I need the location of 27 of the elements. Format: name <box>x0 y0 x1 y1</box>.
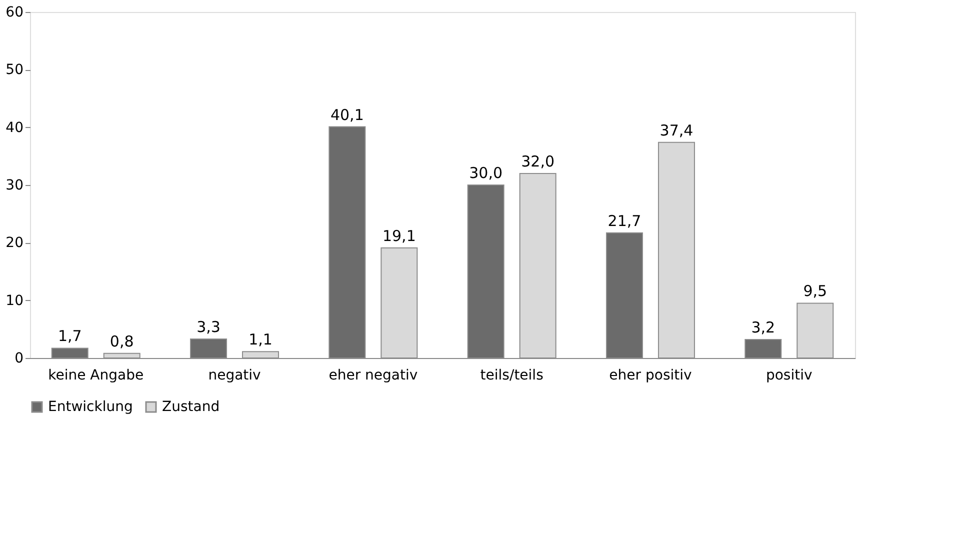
data-label: 40,1 <box>330 106 364 124</box>
x-tick-label: eher negativ <box>328 368 418 384</box>
data-label: 3,3 <box>196 318 220 336</box>
x-tick-label: negativ <box>208 368 261 384</box>
data-label: 32,0 <box>521 152 555 170</box>
data-label: 9,5 <box>803 282 828 300</box>
data-label: 21,7 <box>608 212 642 230</box>
y-tick-label: 60 <box>6 4 24 20</box>
y-tick-label: 20 <box>6 235 24 252</box>
x-tick-label: positiv <box>766 368 812 384</box>
x-tick-label: keine Angabe <box>48 368 144 384</box>
y-tick-label: 10 <box>6 292 24 309</box>
data-label: 3,2 <box>751 318 776 337</box>
legend-label: Entwicklung <box>48 399 133 415</box>
y-tick-label: 30 <box>6 178 24 194</box>
y-tick-label: 0 <box>14 350 24 366</box>
data-label: 0,8 <box>110 332 134 350</box>
x-tick-label: teils/teils <box>480 368 544 384</box>
y-tick-label: 40 <box>6 120 24 136</box>
data-label: 1,7 <box>58 327 82 346</box>
data-label: 1,1 <box>248 330 272 349</box>
legend-label: Zustand <box>162 399 220 415</box>
x-tick-label: eher positiv <box>609 368 692 384</box>
data-label: 30,0 <box>469 164 503 182</box>
data-label: 19,1 <box>382 226 416 245</box>
y-tick-label: 50 <box>6 62 24 78</box>
data-label: 37,4 <box>660 121 694 140</box>
